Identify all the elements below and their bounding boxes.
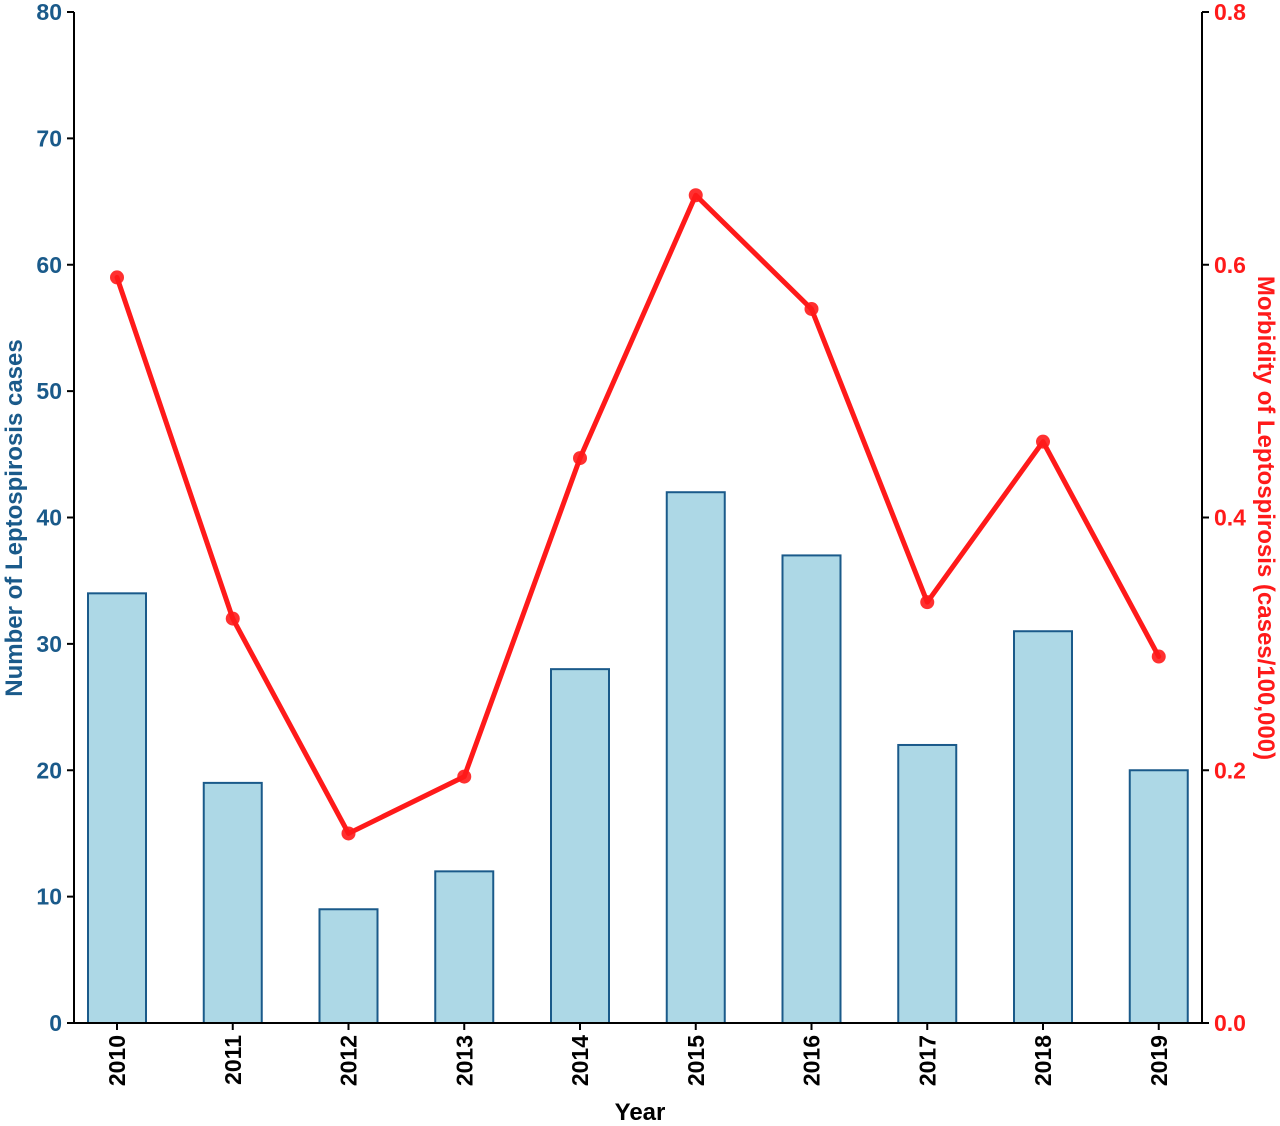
bar-2015 [665, 491, 726, 1025]
x-tick-label: 2013 [451, 1035, 477, 1086]
bar-2017 [897, 743, 958, 1024]
y-left-tick-label: 50 [36, 378, 62, 404]
point-2016 [804, 301, 819, 316]
y-left-tick-label: 70 [36, 125, 62, 151]
y-left-tick-label: 20 [36, 757, 62, 783]
y-left-tick-label: 80 [36, 0, 62, 25]
point-2017 [920, 595, 935, 610]
axis-labels: Year Number of Leptospirosis cases Morbi… [1, 276, 1279, 1126]
x-tick-label: 2017 [914, 1035, 940, 1086]
y-left-tick-label: 40 [36, 505, 62, 531]
bar-2018 [1013, 630, 1073, 1024]
x-tick-label: 2011 [220, 1035, 246, 1085]
axes: 0 10 20 30 40 50 60 70 80 0.0 0.2 0.4 0.6 0.8 2010 2011… [36, 0, 1246, 1086]
bar-2010 [87, 592, 147, 1024]
x-tick-label: 2014 [567, 1035, 593, 1086]
y-left-tick-label: 30 [36, 631, 62, 657]
point-2014 [573, 451, 587, 466]
y-left-tick-label: 0 [49, 1010, 62, 1036]
point-2018 [1036, 434, 1050, 449]
y-left-tick-label: 10 [36, 884, 62, 910]
bar-2011 [202, 781, 263, 1025]
bar-2013 [434, 870, 495, 1024]
y-right-tick-label: 0.2 [1214, 757, 1246, 783]
bar-2014 [550, 668, 610, 1025]
y-axis-left-label: Number of Leptospirosis cases [1, 339, 28, 696]
point-2019 [1151, 649, 1166, 664]
bar-series [87, 491, 1189, 1025]
x-tick-label: 2018 [1030, 1035, 1056, 1086]
point-2012 [341, 826, 356, 841]
point-2013 [457, 769, 472, 784]
bar-2012 [318, 908, 379, 1025]
x-tick-label: 2010 [104, 1035, 130, 1086]
line-series [110, 188, 1166, 841]
point-2015 [688, 188, 703, 203]
x-tick-label: 2016 [799, 1035, 825, 1086]
y-axis-right-label: Morbidity of Leptospirosis (cases/100,00… [1252, 276, 1279, 760]
y-right-tick-label: 0.4 [1214, 505, 1246, 531]
y-left-tick-label: 60 [36, 252, 62, 278]
y-right-tick-label: 0.8 [1214, 0, 1246, 25]
morbidity-line [114, 192, 1162, 836]
y-right-tick-label: 0.6 [1214, 252, 1246, 278]
point-2011 [225, 611, 240, 626]
bar-2016 [781, 554, 842, 1024]
point-2010 [110, 270, 124, 285]
x-tick-label: 2012 [336, 1035, 362, 1086]
bar-2019 [1128, 769, 1189, 1024]
x-tick-label: 2015 [683, 1035, 709, 1086]
x-axis-label: Year [615, 1099, 666, 1126]
x-tick-label: 2019 [1146, 1035, 1172, 1086]
y-right-tick-label: 0.0 [1214, 1010, 1246, 1036]
